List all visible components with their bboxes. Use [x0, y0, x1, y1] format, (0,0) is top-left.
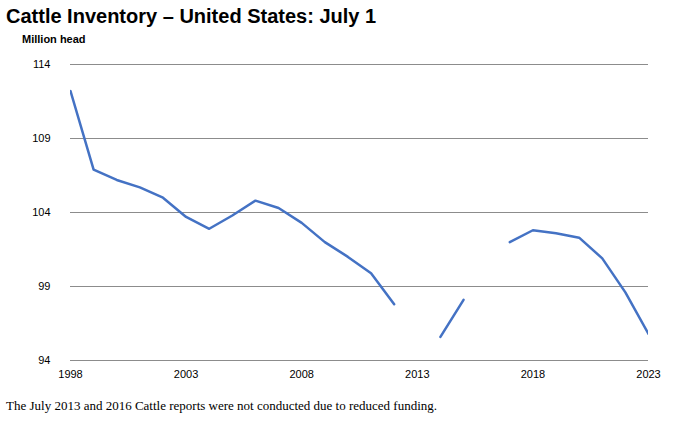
svg-text:104: 104 — [32, 206, 50, 218]
svg-text:2003: 2003 — [174, 368, 198, 380]
svg-text:109: 109 — [32, 132, 50, 144]
svg-text:2018: 2018 — [521, 368, 545, 380]
html-text:The July 2013 and 2016 Cattle: The July 2013 and 2016 Cattle reports we… — [6, 398, 438, 413]
svg-text:2008: 2008 — [289, 368, 313, 380]
svg-text:94: 94 — [38, 354, 50, 366]
html-text:Cattle Inventory – United Stat: Cattle Inventory – United States: July 1 — [6, 5, 377, 27]
svg-text:1998: 1998 — [58, 368, 82, 380]
svg-text:99: 99 — [38, 280, 50, 292]
svg-text:2013: 2013 — [405, 368, 429, 380]
svg-text:2023: 2023 — [636, 368, 660, 380]
svg-text:114: 114 — [33, 58, 51, 70]
html-text:Million head: Million head — [22, 33, 86, 45]
